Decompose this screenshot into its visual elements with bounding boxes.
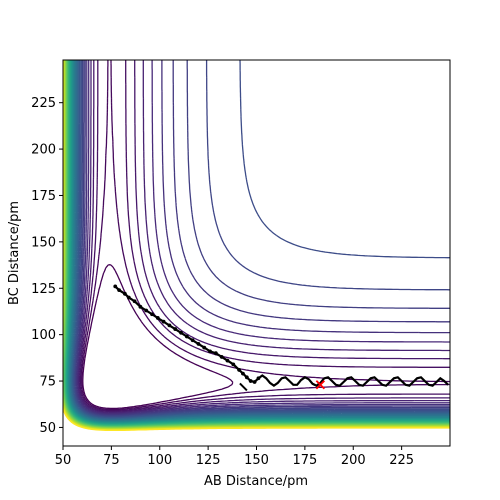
trajectory-point [150,312,154,317]
trajectory-point [252,380,257,384]
trajectory-point [196,342,201,346]
trajectory-marker [315,380,325,390]
trajectory-point [173,327,178,331]
contour-line [74,60,450,417]
trajectory-point [225,358,230,363]
contour-line [77,60,450,414]
x-tick-label: 150 [244,453,269,468]
trajectory-point [126,295,131,300]
trajectory-point [113,284,118,289]
trajectory-point [208,349,212,354]
x-tick-label: 100 [147,453,172,468]
trajectory-point [123,291,127,296]
x-tick-label: 125 [196,453,221,468]
trajectory-point [219,355,224,359]
y-tick-label: 225 [31,96,56,111]
contour-line [75,60,450,416]
y-tick-label: 75 [39,375,56,390]
contour-line [82,264,234,410]
x-axis-ticks: 50 75 100 125 150 175 200 225 [55,446,414,468]
y-tick-label: 100 [31,328,56,343]
contour-line [78,60,450,413]
trajectory-layer [113,284,449,392]
trajectory-point [184,334,189,339]
x-tick-label: 200 [341,453,366,468]
trajectory-point [179,330,183,335]
trajectory-point [256,376,261,381]
trajectory-point [117,288,122,293]
trajectory-point [231,362,236,367]
trajectory-point [213,351,218,356]
trajectory-point [237,368,241,372]
trajectory-point [202,345,207,350]
trajectory-point [138,304,143,309]
trajectory-point [190,338,195,343]
trajectory-line [114,285,449,388]
x-tick-label: 75 [103,453,120,468]
y-tick-label: 175 [31,189,56,204]
y-axis-ticks: 50 75 100 125 150 175 200 225 [31,96,63,436]
x-axis-label: AB Distance/pm [204,474,308,489]
trajectory-point [132,299,137,304]
trajectory-point [167,323,172,328]
trajectory-point [144,308,149,313]
contour-line [63,60,450,432]
x-tick-label: 50 [55,453,72,468]
x-tick-label: 225 [389,453,414,468]
y-tick-label: 50 [39,421,56,436]
trajectory-point [244,375,249,380]
trajectory-start-marker [239,382,248,392]
y-axis-label: BC Distance/pm [7,201,22,305]
contour-line [79,60,450,412]
contour-line [77,60,450,414]
x-tick-label: 175 [292,453,317,468]
trajectory-point [161,319,166,324]
y-tick-label: 125 [31,282,56,297]
y-tick-label: 150 [31,235,56,250]
trajectory-point [155,316,160,320]
y-tick-label: 200 [31,143,56,158]
contour-line [76,60,450,415]
trajectory-point [248,379,253,383]
trajectory-point [241,371,245,376]
